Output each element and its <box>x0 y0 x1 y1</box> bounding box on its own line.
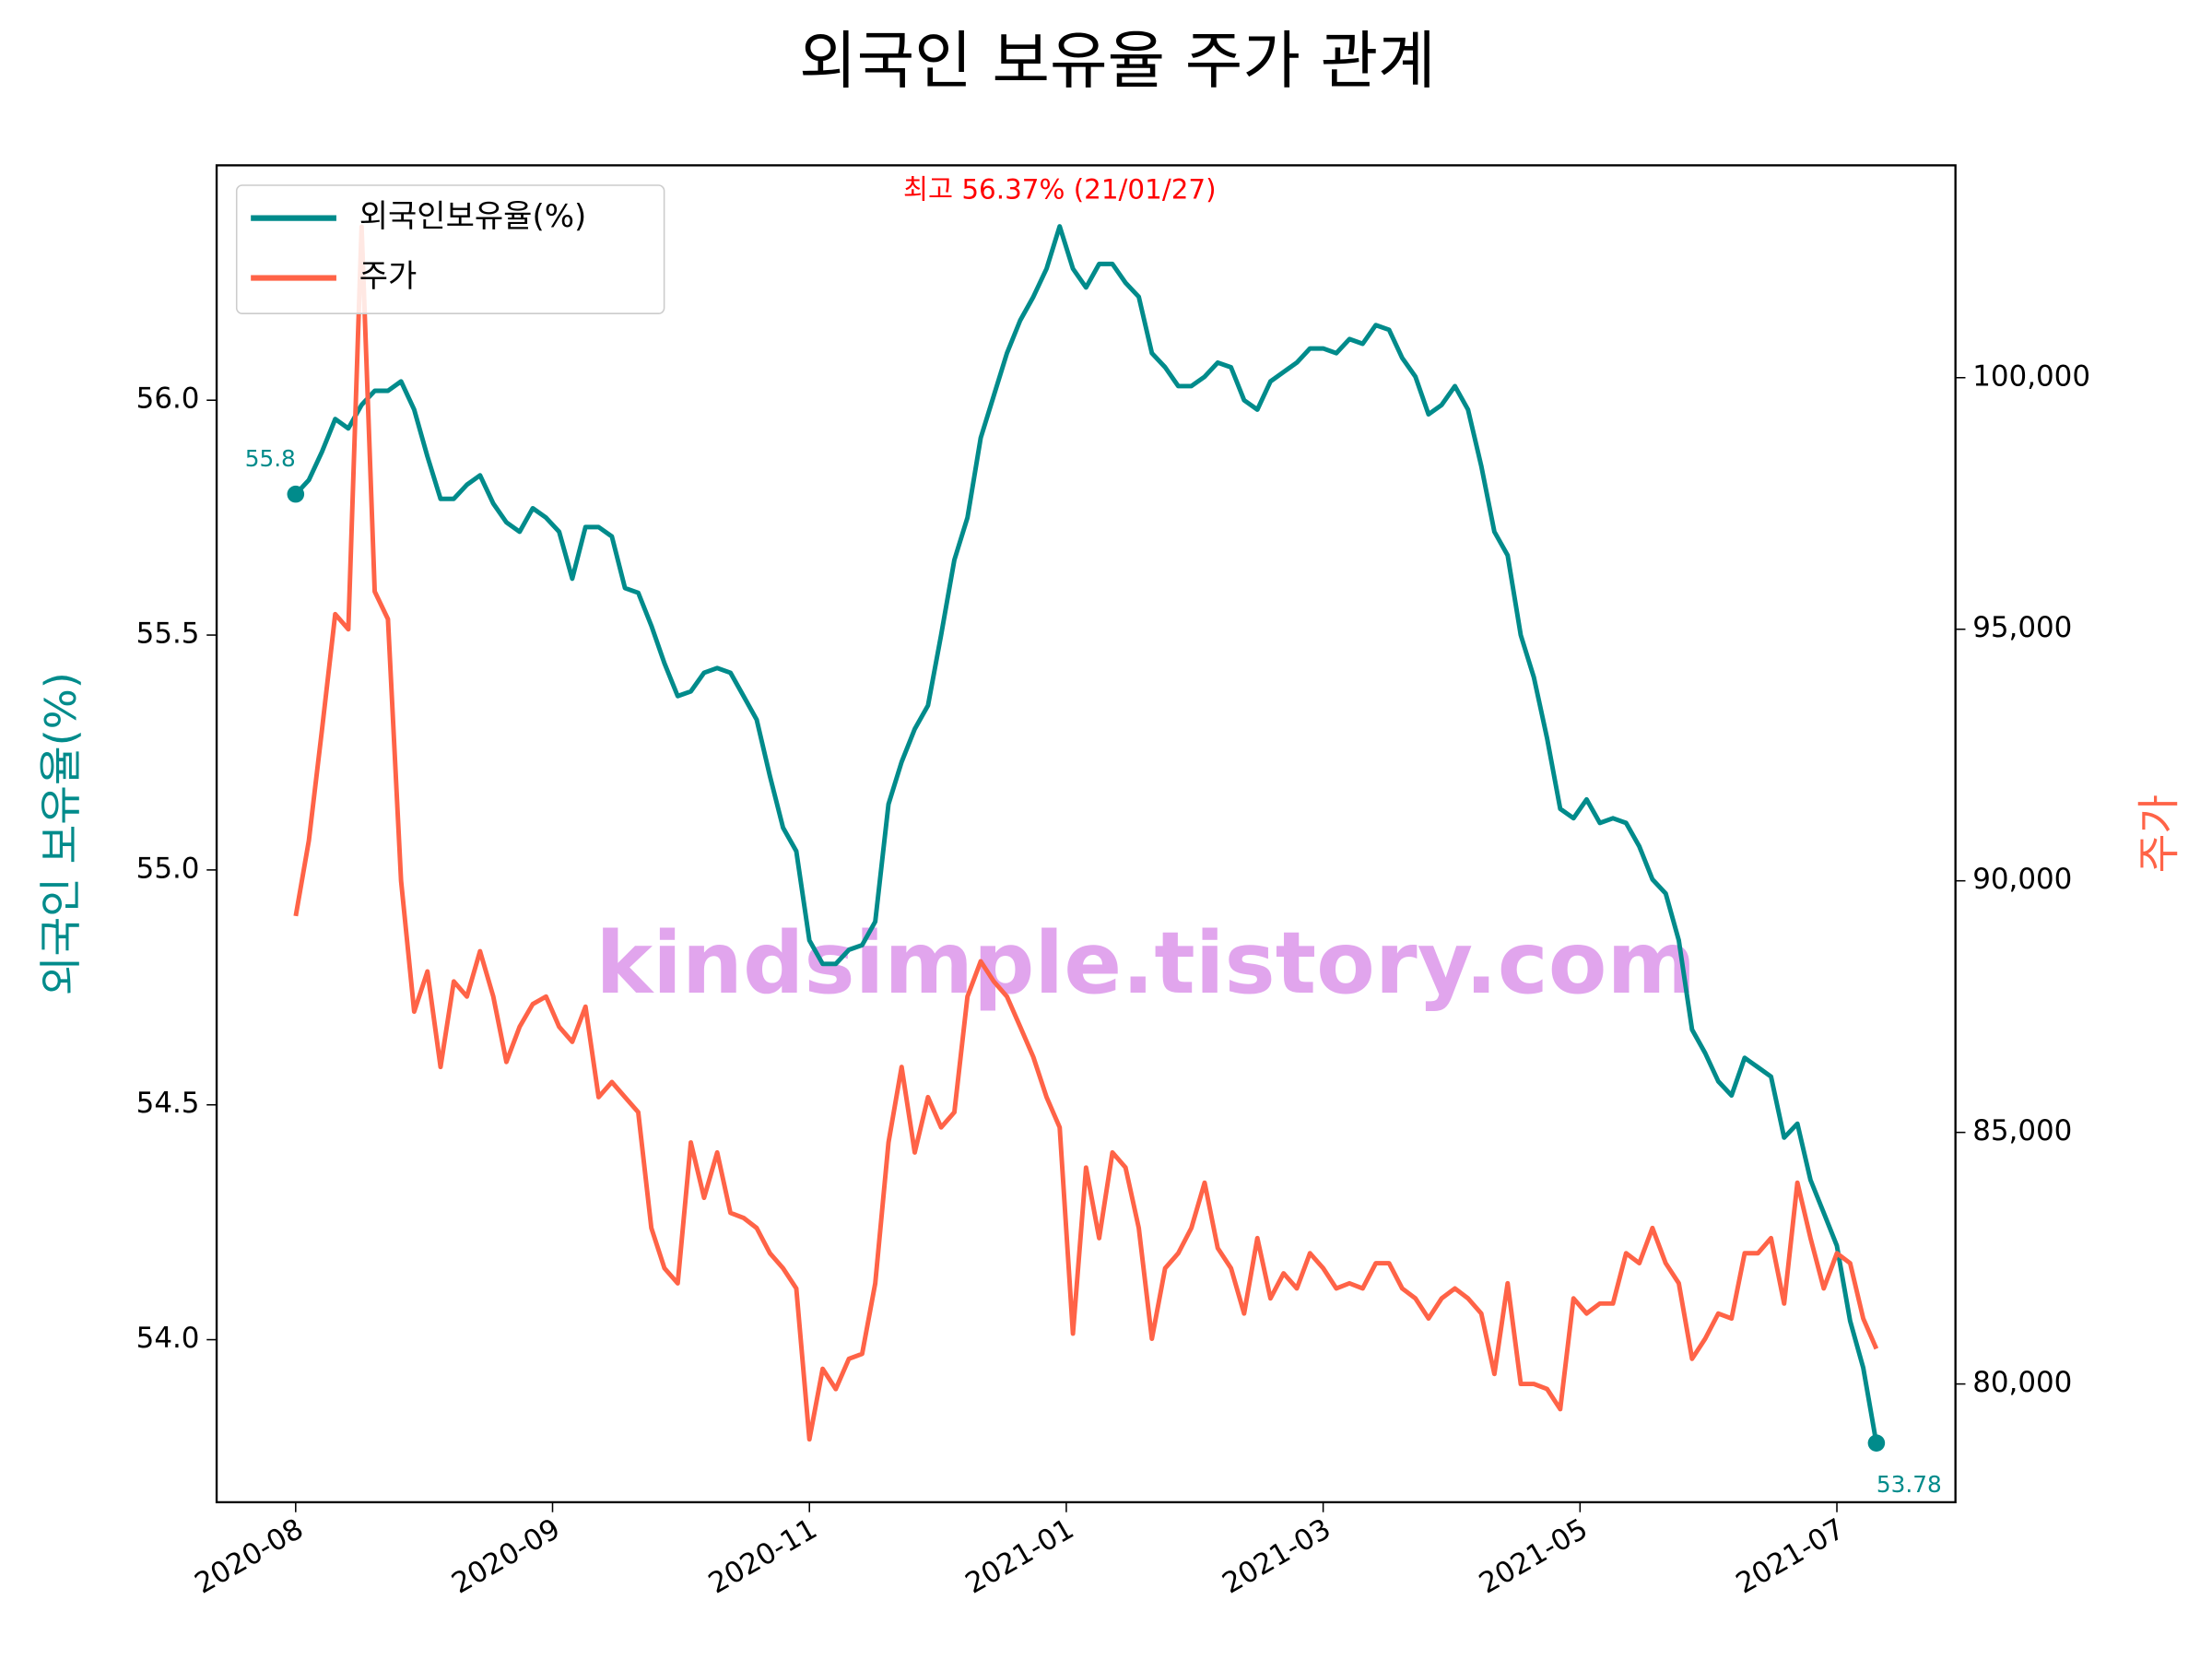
data-label: 53.78 <box>1877 1471 1942 1498</box>
x-tick-label: 2020-09 <box>446 1512 566 1601</box>
x-tick-label: 2021-03 <box>1217 1512 1336 1601</box>
x-tick-label: 2021-07 <box>1731 1512 1851 1601</box>
legend: 외국인보유율(%) 주가 <box>235 184 665 314</box>
series-line <box>293 224 1879 1442</box>
legend-label: 외국인보유율(%) <box>359 198 587 235</box>
y2-tick-label: 95,000 <box>1972 611 2072 644</box>
x-tick-label: 2021-01 <box>960 1512 1080 1601</box>
series-line <box>294 224 1879 1444</box>
y-axis-label: 외국인 보유율(%) <box>36 672 86 995</box>
y2-tick-label: 100,000 <box>1972 359 2090 393</box>
y-tick-label: 56.0 <box>136 382 200 416</box>
y2-tick-label: 80,000 <box>1972 1366 2072 1399</box>
chart-title: 외국인 보유율 주가 관계 <box>799 26 1436 99</box>
y2-tick-label: 90,000 <box>1972 863 2072 896</box>
x-tick-label: 2021-05 <box>1474 1512 1594 1601</box>
y-tick-label: 54.5 <box>136 1087 200 1120</box>
point-marker <box>287 485 305 503</box>
legend-box <box>235 184 665 314</box>
watermark: kindsimple.tistory.com <box>595 913 1696 1013</box>
x-tick-label: 2020-11 <box>703 1512 823 1601</box>
y2-axis-label: 주가 <box>2134 794 2183 873</box>
plot-frame <box>215 164 1957 1504</box>
x-tick-label: 2020-08 <box>189 1512 309 1601</box>
point-marker <box>1867 1434 1886 1452</box>
y-tick-label: 55.0 <box>136 852 200 885</box>
legend-label: 주가 <box>359 258 418 295</box>
data-label: 55.8 <box>245 445 296 472</box>
y2-tick-label: 85,000 <box>1972 1114 2072 1147</box>
y-tick-label: 55.5 <box>136 618 200 651</box>
max-annotation: 최고 56.37% (21/01/27) <box>903 173 1217 205</box>
y-tick-label: 54.0 <box>136 1322 200 1355</box>
